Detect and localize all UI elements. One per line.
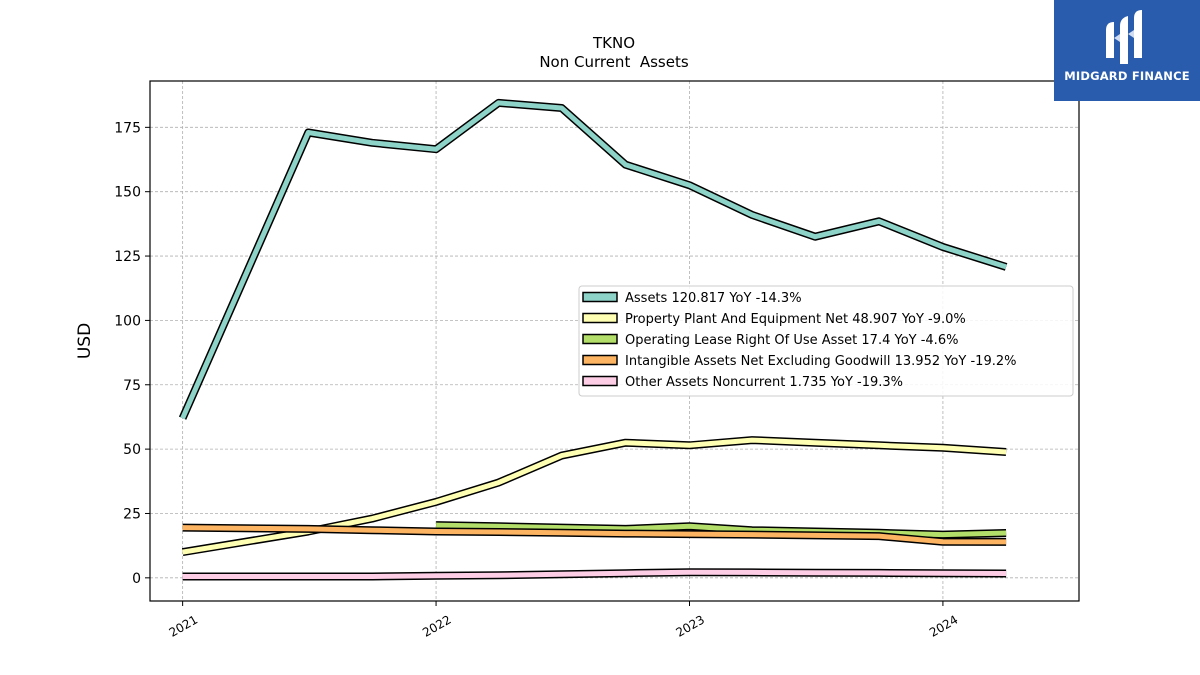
legend-swatch-3 — [582, 354, 618, 366]
x-tick-label: 2022 — [420, 612, 453, 639]
series-line-0 — [180, 100, 1007, 420]
y-tick-label: 25 — [123, 506, 141, 522]
x-tick-label: 2024 — [927, 612, 960, 639]
legend-label-2: Operating Lease Right Of Use Asset 17.4 … — [625, 333, 958, 348]
series-line-2 — [436, 522, 1007, 538]
legend-box — [578, 285, 1074, 397]
series-line-1 — [182, 437, 1007, 555]
series-line-3 — [182, 525, 1007, 545]
legend-label-0: Assets 120.817 YoY -14.3% — [625, 291, 802, 306]
brand-name: MIDGARD FINANCE — [1064, 69, 1190, 83]
chart-subtitle: Non Current Assets — [539, 53, 689, 71]
brand-logo: MIDGARD FINANCE — [1054, 0, 1200, 101]
legend-swatch-4 — [582, 375, 618, 387]
legend-swatch-0 — [582, 291, 618, 303]
plot-frame — [149, 80, 1080, 602]
chart-title: TKNO — [592, 34, 635, 52]
legend-label-4: Other Assets Noncurrent 1.735 YoY -19.3% — [625, 375, 903, 390]
series-line-4 — [182, 569, 1007, 579]
y-tick-label: 75 — [123, 378, 141, 394]
midgard-m-logo-icon — [1106, 10, 1142, 64]
y-tick-label: 125 — [114, 249, 141, 265]
x-tick-label: 2021 — [167, 612, 200, 639]
legend-label-1: Property Plant And Equipment Net 48.907 … — [625, 312, 966, 327]
y-axis-label: USD — [75, 323, 95, 359]
y-tick-label: 0 — [132, 571, 141, 587]
series-layer — [178, 98, 1008, 581]
y-tick-label: 175 — [114, 120, 141, 136]
y-tick-label: 150 — [114, 185, 141, 201]
legend-swatch-1 — [582, 312, 618, 324]
legend: Assets 120.817 YoY -14.3% Property Plant … — [578, 285, 1074, 397]
legend-swatch-2 — [582, 333, 618, 345]
y-tick-label: 100 — [114, 313, 141, 329]
legend-label-3: Intangible Assets Net Excluding Goodwill… — [625, 354, 1016, 369]
x-tick-label: 2023 — [674, 612, 707, 639]
y-tick-label: 50 — [123, 442, 141, 458]
